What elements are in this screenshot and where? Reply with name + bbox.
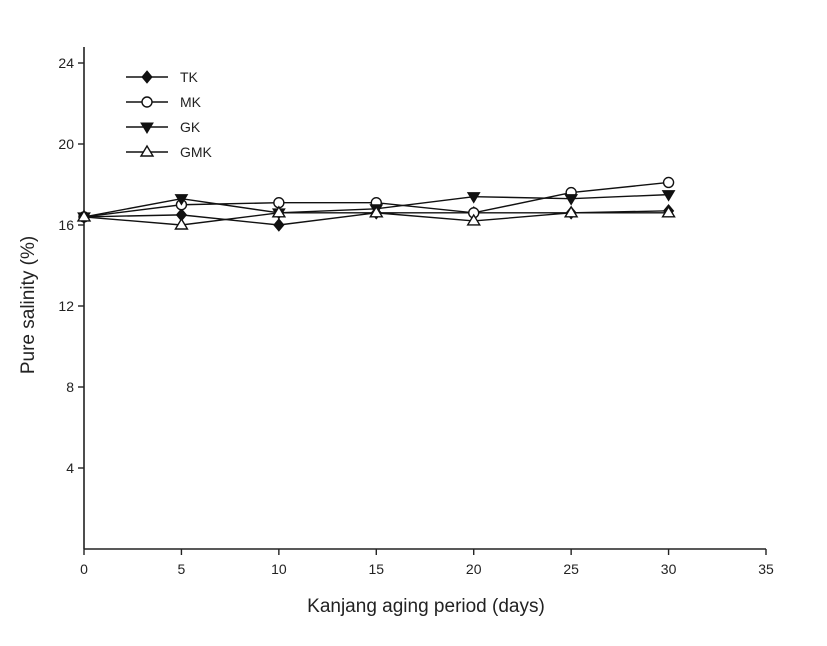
legend-label: TK [180, 69, 199, 85]
data-point-gk [564, 194, 579, 206]
data-point-gmk [76, 209, 92, 222]
axes [83, 47, 766, 550]
data-point-gmk [369, 205, 384, 218]
ticks: 0 5 10 15 20 25 30 35 4 8 12 16 20 24 [58, 55, 774, 577]
series-layer [76, 176, 676, 232]
x-tick-label: 25 [563, 561, 579, 577]
data-point-tk [273, 218, 285, 232]
data-point-gk [174, 194, 189, 206]
data-point-gmk [271, 205, 287, 218]
x-tick-label: 35 [758, 561, 774, 577]
data-point-gk [661, 190, 676, 202]
data-point-gmk [563, 205, 579, 218]
y-axis-label: Pure salinity (%) [18, 236, 39, 374]
legend-label: GK [180, 119, 201, 135]
x-tick-label: 5 [178, 561, 186, 577]
y-tick-label: 8 [66, 379, 74, 395]
data-point-gk [466, 192, 481, 204]
legend: TK MK GK GMK [126, 69, 213, 160]
series-gmk [76, 205, 676, 230]
legend-label: MK [180, 94, 202, 110]
y-tick-label: 16 [58, 217, 74, 233]
y-tick-label: 4 [66, 460, 74, 476]
x-tick-label: 15 [368, 561, 384, 577]
legend-marker [139, 144, 155, 157]
legend-item-gmk: GMK [126, 144, 213, 160]
legend-marker [141, 70, 153, 84]
legend-item-mk: MK [126, 94, 202, 110]
data-point-gmk [661, 205, 676, 218]
legend-marker [141, 96, 153, 108]
x-axis-label: Kanjang aging period (days) [307, 596, 545, 617]
legend-item-gk: GK [126, 119, 201, 135]
legend-item-tk: TK [126, 69, 199, 85]
x-tick-label: 20 [466, 561, 482, 577]
x-tick-label: 0 [80, 561, 88, 577]
data-point-mk [662, 176, 675, 189]
y-tick-label: 20 [58, 136, 74, 152]
legend-label: GMK [180, 144, 213, 160]
x-tick-label: 10 [271, 561, 287, 577]
y-tick-label: 12 [58, 298, 74, 314]
x-tick-label: 30 [661, 561, 677, 577]
legend-marker [140, 122, 154, 134]
data-point-gmk [174, 217, 189, 230]
data-point-gmk [466, 213, 481, 226]
y-tick-label: 24 [58, 55, 74, 71]
